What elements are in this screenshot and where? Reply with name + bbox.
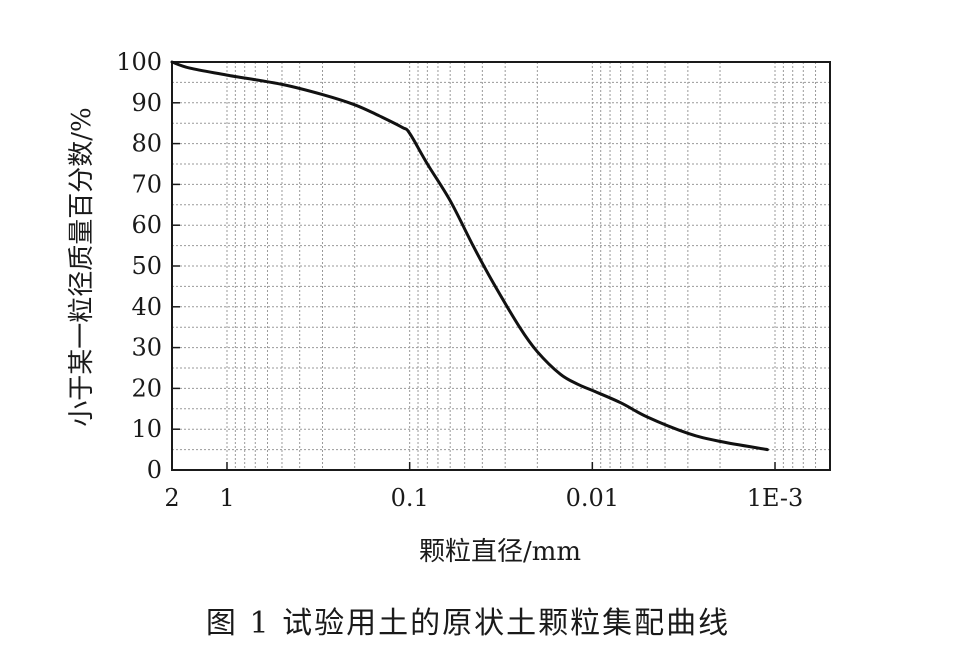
gradation-curve bbox=[170, 60, 769, 452]
y-tick-label: 50 bbox=[131, 252, 162, 280]
y-tick-label: 80 bbox=[131, 130, 162, 158]
x-tick-label: 0.1 bbox=[391, 484, 429, 512]
y-axis-ticks: 0 10 20 30 40 50 60 70 80 90 100 bbox=[116, 48, 180, 484]
y-tick-label: 20 bbox=[131, 374, 162, 402]
y-tick-label: 70 bbox=[131, 170, 162, 198]
y-tick-label: 100 bbox=[116, 48, 162, 76]
y-tick-label: 30 bbox=[131, 334, 162, 362]
x-axis-ticks: 2 1 0.1 0.01 1E-3 bbox=[164, 462, 803, 512]
x-tick-label: 2 bbox=[164, 484, 179, 512]
figure-caption: 图 1 试验用土的原状土颗粒集配曲线 bbox=[206, 606, 730, 641]
x-tick-label: 1E-3 bbox=[747, 484, 804, 512]
grid-lines bbox=[172, 62, 830, 470]
x-tick-label: 0.01 bbox=[566, 484, 619, 512]
x-axis-label: 颗粒直径/mm bbox=[419, 537, 581, 567]
x-tick-label: 1 bbox=[219, 484, 234, 512]
y-tick-label: 60 bbox=[131, 211, 162, 239]
y-tick-label: 10 bbox=[131, 415, 162, 443]
y-tick-label: 90 bbox=[131, 89, 162, 117]
y-tick-label: 40 bbox=[131, 293, 162, 321]
y-axis-label: 小于某一粒径质量百分数/% bbox=[67, 107, 97, 426]
y-tick-label: 0 bbox=[147, 456, 162, 484]
